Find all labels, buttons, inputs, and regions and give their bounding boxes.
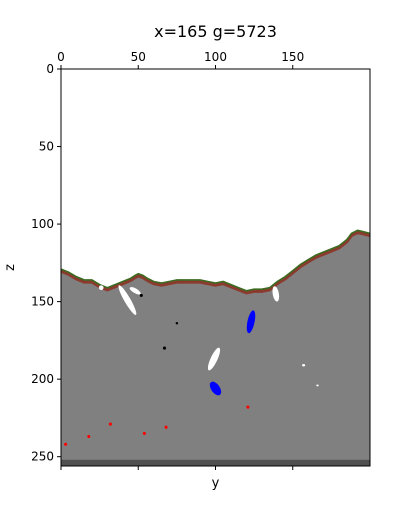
plot-area <box>61 69 370 466</box>
y-tick-label-50: 50 <box>39 140 54 154</box>
feature-cave-0 <box>118 285 137 315</box>
y-tick-label-200: 200 <box>31 372 54 386</box>
grass-layer <box>61 229 370 292</box>
feature-void-9 <box>139 293 143 297</box>
feature-cave-2 <box>207 347 221 371</box>
x-tick-label-0: 0 <box>57 50 65 64</box>
y-axis: 0 50 100 150 200 250 <box>31 62 61 464</box>
x-axis-bottom-ticks <box>60 466 294 470</box>
y-tick-label-0: 0 <box>46 62 54 76</box>
feature-cave-3 <box>272 286 280 302</box>
feature-cave-6 <box>316 384 319 387</box>
chart-title: x=165 g=5723 <box>154 22 277 41</box>
feature-cave-5 <box>302 363 306 367</box>
x-tick-label-150: 150 <box>281 50 304 64</box>
x-tick-label-100: 100 <box>204 50 227 64</box>
y-tick-label-250: 250 <box>31 450 54 464</box>
feature-ore-blue-8 <box>209 381 222 396</box>
x-axis-top: 0 50 100 150 <box>57 50 304 69</box>
feature-ore-red-13 <box>87 434 91 439</box>
y-tick-label-150: 150 <box>31 295 54 309</box>
x-tick-label-50: 50 <box>131 50 146 64</box>
x-axis-label: y <box>212 476 220 491</box>
feature-cave-4 <box>98 285 104 291</box>
feature-ore-blue-7 <box>246 310 256 334</box>
feature-ore-red-12 <box>64 442 68 446</box>
feature-ore-red-16 <box>164 425 168 429</box>
y-axis-label: z <box>3 264 18 271</box>
feature-ore-red-15 <box>142 431 146 435</box>
dirt-layer <box>61 230 370 295</box>
terrain-features <box>64 285 319 446</box>
stone-layer <box>61 230 370 466</box>
feature-cave-1 <box>129 287 141 295</box>
feature-ore-red-17 <box>246 405 250 409</box>
feature-void-11 <box>175 322 179 325</box>
feature-void-10 <box>162 346 167 350</box>
feature-ore-red-14 <box>108 422 112 426</box>
bedrock-layer <box>61 459 370 466</box>
y-tick-label-100: 100 <box>31 217 54 231</box>
